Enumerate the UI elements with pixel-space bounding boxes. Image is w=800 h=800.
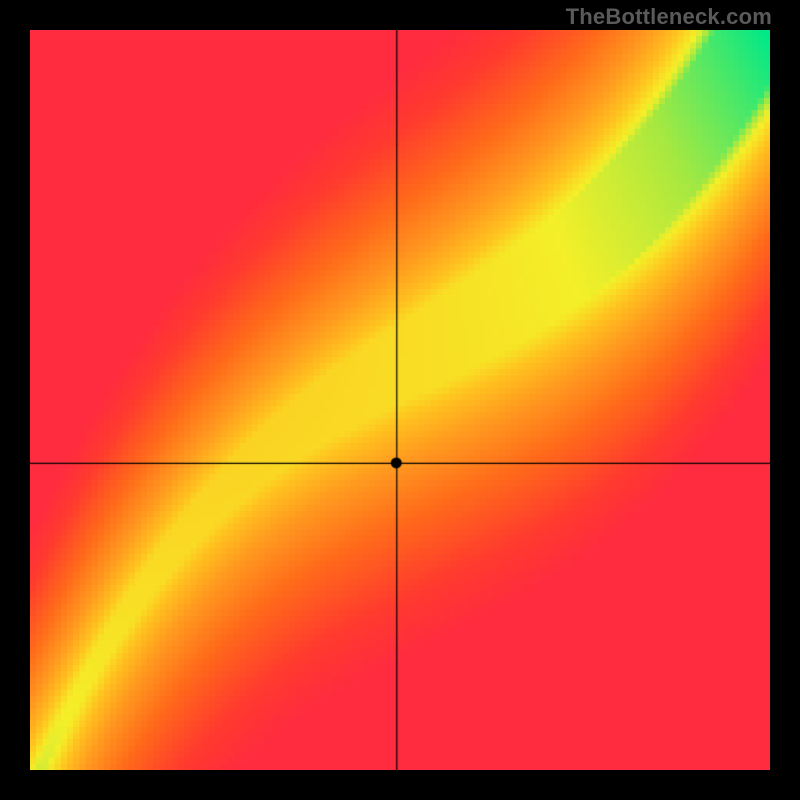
bottleneck-heatmap	[30, 30, 770, 770]
chart-container: TheBottleneck.com	[0, 0, 800, 800]
watermark-text: TheBottleneck.com	[566, 4, 772, 30]
